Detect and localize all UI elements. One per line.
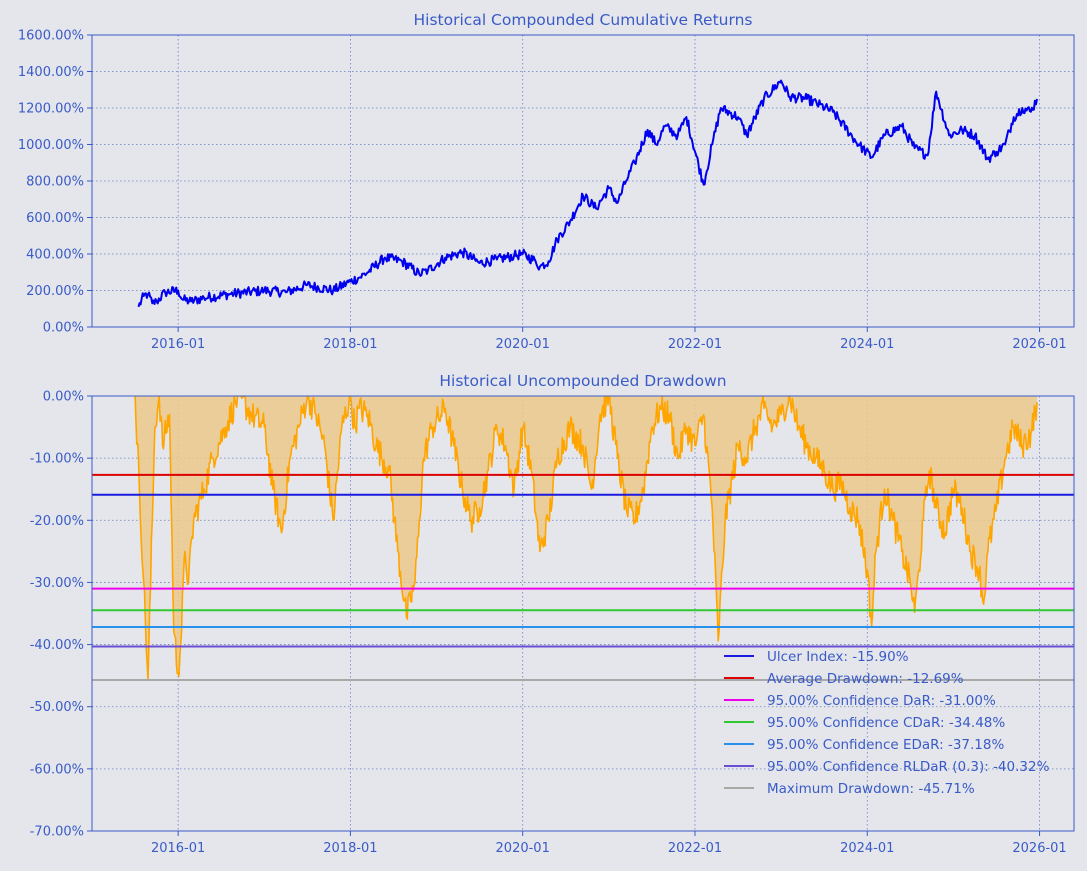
- y-tick-label: -30.00%: [30, 576, 84, 591]
- chart-title: Historical Compounded Cumulative Returns: [414, 11, 753, 29]
- drawdown-area: [135, 396, 1038, 680]
- y-tick-label: 0.00%: [43, 321, 84, 336]
- y-tick-label: 600.00%: [26, 211, 84, 226]
- chart-title: Historical Uncompounded Drawdown: [439, 372, 726, 390]
- y-tick-label: -20.00%: [30, 514, 84, 529]
- x-tick-label: 2024-01: [840, 337, 894, 352]
- x-tick-label: 2018-01: [323, 841, 377, 856]
- returns-line: [137, 79, 1038, 308]
- y-tick-label: 1000.00%: [18, 138, 84, 153]
- plot-frame: [91, 34, 1075, 328]
- x-tick-label: 2024-01: [840, 841, 894, 856]
- y-tick-label: 400.00%: [26, 248, 84, 263]
- y-tick-label: -70.00%: [30, 825, 84, 840]
- x-tick-label: 2026-01: [1012, 337, 1066, 352]
- legend-label: Ulcer Index: -15.90%: [767, 649, 909, 665]
- x-tick-label: 2020-01: [496, 337, 550, 352]
- x-tick-label: 2016-01: [151, 337, 205, 352]
- x-tick-label: 2022-01: [668, 337, 722, 352]
- legend: Ulcer Index: -15.90% Average Drawdown: -1…: [724, 649, 1050, 797]
- x-tick-label: 2022-01: [668, 841, 722, 856]
- legend-label: Average Drawdown: -12.69%: [767, 671, 964, 687]
- y-tick-label: 1600.00%: [18, 29, 84, 44]
- returns-chart: Historical Compounded Cumulative Returns…: [18, 11, 1075, 352]
- legend-label: 95.00% Confidence RLDaR (0.3): -40.32%: [767, 759, 1050, 775]
- x-tick-label: 2016-01: [151, 841, 205, 856]
- y-tick-label: 1400.00%: [18, 65, 84, 80]
- legend-label: 95.00% Confidence CDaR: -34.48%: [767, 715, 1005, 731]
- x-tick-label: 2018-01: [323, 337, 377, 352]
- x-tick-label: 2026-01: [1012, 841, 1066, 856]
- drawdown-chart: Historical Uncompounded Drawdown Ulcer In…: [30, 372, 1075, 856]
- y-tick-label: 800.00%: [26, 175, 84, 190]
- y-tick-label: 1200.00%: [18, 102, 84, 117]
- y-tick-label: 0.00%: [43, 390, 84, 405]
- y-tick-label: -50.00%: [30, 700, 84, 715]
- y-tick-label: 200.00%: [26, 284, 84, 299]
- drawdown-line: [134, 396, 1038, 681]
- y-tick-label: -40.00%: [30, 638, 84, 653]
- legend-label: Maximum Drawdown: -45.71%: [767, 781, 975, 797]
- y-tick-label: -60.00%: [30, 762, 84, 777]
- x-tick-label: 2020-01: [496, 841, 550, 856]
- plot-frame: [91, 395, 1075, 832]
- plot-area: [92, 396, 1074, 682]
- y-tick-label: -10.00%: [30, 452, 84, 467]
- plot-area: [137, 79, 1038, 308]
- legend-label: 95.00% Confidence EDaR: -37.18%: [767, 737, 1004, 753]
- legend-label: 95.00% Confidence DaR: -31.00%: [767, 693, 996, 709]
